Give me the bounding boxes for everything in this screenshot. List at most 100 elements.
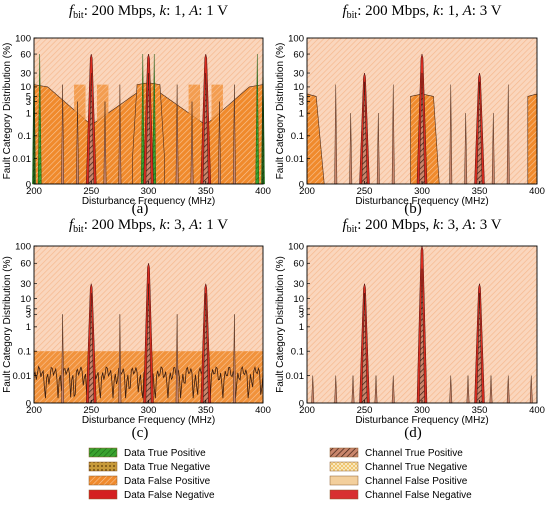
legend-item: Channel True Negative	[329, 461, 468, 473]
data-false-positive-band	[74, 84, 86, 184]
panel-title: fbit: 200 Mbps, k: 3, A: 3 V	[342, 217, 501, 235]
panel-letter: (d)	[404, 425, 422, 441]
x-tick-label: 250	[83, 186, 99, 197]
y-tick-label: 10	[20, 82, 31, 93]
legend-swatch	[88, 475, 118, 486]
y-tick-label: 10	[293, 294, 304, 305]
x-tick-label: 300	[414, 186, 430, 197]
panel-letter: (b)	[404, 201, 422, 217]
x-tick-label: 200	[26, 405, 42, 416]
x-tick-label: 350	[472, 405, 488, 416]
x-tick-label: 200	[299, 405, 315, 416]
y-tick-label: 0	[26, 179, 31, 190]
x-tick-label: 300	[141, 405, 157, 416]
y-tick-label: 5	[26, 92, 31, 103]
legend-swatch	[329, 489, 359, 500]
legend-swatch	[329, 461, 359, 472]
legend-label: Data False Negative	[124, 490, 215, 501]
y-tick-label: 0	[299, 179, 304, 190]
y-tick-label: 0.01	[13, 371, 32, 382]
y-tick-label: 3	[26, 97, 31, 108]
y-tick-label: 100	[288, 33, 304, 44]
legend-swatch	[329, 447, 359, 458]
y-tick-label: 0.1	[291, 131, 304, 142]
y-tick-label: 5	[299, 92, 304, 103]
x-tick-label: 300	[414, 405, 430, 416]
y-tick-label: 0	[26, 398, 31, 409]
y-tick-label: 0.1	[18, 346, 31, 357]
y-tick-label: 100	[15, 241, 31, 252]
legend-swatch	[88, 447, 118, 458]
y-tick-label: 60	[293, 49, 304, 60]
y-tick-label: 30	[293, 279, 304, 290]
y-tick-label: 3	[26, 310, 31, 321]
legend-item: Channel True Positive	[329, 447, 463, 459]
legend: Data True Positive Channel True Positive D…	[88, 447, 472, 501]
legend-item: Channel False Positive	[329, 475, 468, 487]
panel-letter: (a)	[132, 201, 149, 217]
x-tick-label: 250	[357, 405, 373, 416]
panel-letter: (c)	[132, 425, 149, 441]
x-tick-label: 200	[299, 186, 315, 197]
legend-label: Data False Positive	[124, 476, 211, 487]
y-tick-label: 1	[299, 108, 304, 119]
y-tick-label: 1	[299, 322, 304, 333]
legend-label: Channel False Negative	[365, 490, 472, 501]
legend-item: Channel False Negative	[329, 489, 472, 501]
x-tick-label: 400	[255, 405, 271, 416]
y-axis-label: Fault Category Distribution (%)	[275, 43, 286, 180]
y-tick-label: 3	[299, 310, 304, 321]
panel-title: fbit: 200 Mbps, k: 3, A: 1 V	[69, 217, 228, 235]
y-tick-label: 5	[299, 304, 304, 315]
x-tick-label: 300	[141, 186, 157, 197]
legend-label: Data True Positive	[124, 448, 206, 459]
x-tick-label: 350	[198, 186, 214, 197]
x-axis-label: Disturbance Frequency (MHz)	[355, 415, 488, 426]
x-axis-label: Disturbance Frequency (MHz)	[355, 196, 488, 207]
x-axis-label: Disturbance Frequency (MHz)	[82, 196, 215, 207]
y-tick-label: 3	[299, 97, 304, 108]
x-tick-label: 400	[255, 186, 271, 197]
x-tick-label: 350	[472, 186, 488, 197]
legend-item: Data False Negative	[88, 489, 215, 501]
legend-label: Channel True Negative	[365, 462, 468, 473]
y-tick-label: 30	[293, 68, 304, 79]
y-tick-label: 10	[20, 294, 31, 305]
x-tick-label: 250	[83, 405, 99, 416]
x-tick-label: 350	[198, 405, 214, 416]
y-tick-label: 100	[15, 33, 31, 44]
y-tick-label: 30	[20, 68, 31, 79]
y-tick-label: 1	[26, 322, 31, 333]
y-tick-label: 0	[299, 398, 304, 409]
y-tick-label: 0.1	[291, 346, 304, 357]
x-tick-label: 400	[529, 405, 545, 416]
y-tick-label: 60	[20, 49, 31, 60]
legend-item: Data True Positive	[88, 447, 206, 459]
y-tick-label: 0.1	[18, 131, 31, 142]
y-tick-label: 60	[293, 259, 304, 270]
legend-swatch	[329, 475, 359, 486]
legend-swatch	[88, 461, 118, 472]
y-tick-label: 100	[288, 241, 304, 252]
data-false-positive-area	[527, 93, 538, 185]
legend-item: Data False Positive	[88, 475, 211, 487]
data-false-positive-band	[96, 84, 109, 184]
legend-label: Channel False Positive	[365, 476, 468, 487]
y-tick-label: 1	[26, 108, 31, 119]
y-axis-label: Fault Category Distribution (%)	[2, 256, 13, 393]
x-tick-label: 400	[529, 186, 545, 197]
data-false-positive-band	[211, 84, 223, 184]
x-tick-label: 200	[26, 186, 42, 197]
y-tick-label: 0.01	[286, 371, 305, 382]
y-axis-label: Fault Category Distribution (%)	[275, 256, 286, 393]
legend-label: Channel True Positive	[365, 448, 463, 459]
panel-title: fbit: 200 Mbps, k: 1, A: 1 V	[69, 3, 228, 21]
y-tick-label: 60	[20, 259, 31, 270]
data-false-positive-band	[188, 84, 201, 184]
